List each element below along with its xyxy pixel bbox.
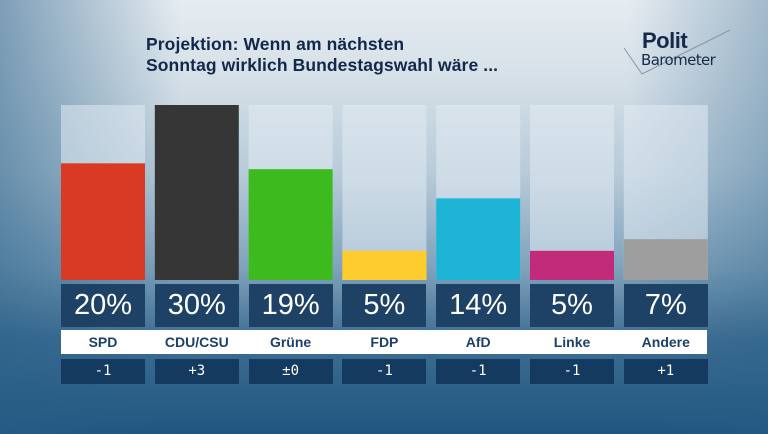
checkmark-icon (623, 29, 731, 75)
logo-word-barometer: Barometer (641, 51, 716, 69)
chart-title-line-2: Sonntag wirklich Bundestagswahl wäre ... (146, 55, 499, 75)
bar-andere (623, 239, 708, 280)
category-label-afd: AfD (465, 334, 491, 350)
value-label-afd: 14% (436, 284, 521, 327)
change-label-spd: -1 (61, 359, 145, 384)
value-label-andere: 7% (623, 284, 708, 327)
category-label-fdp: FDP (370, 334, 399, 350)
change-label-afd: -1 (436, 359, 521, 384)
value-label-spd: 20% (61, 284, 145, 327)
bar-spd (61, 163, 145, 280)
bar-afd (436, 198, 521, 280)
change-label-andere: +1 (623, 359, 708, 384)
logo-word-polit: Polit (642, 28, 688, 53)
value-label-fdp: 5% (342, 284, 427, 327)
category-label-linke: Linke (553, 334, 591, 350)
change-label-fdp: -1 (342, 359, 427, 384)
chart-title: Projektion: Wenn am nächsten Sonntag wir… (146, 34, 498, 76)
party-label-strip (61, 330, 707, 354)
category-label-gr-ne: Grüne (269, 334, 312, 350)
bar-gr-ne (248, 169, 333, 280)
bar-cdu-csu (154, 105, 239, 280)
value-label-linke: 5% (530, 284, 614, 327)
value-label-gr-ne: 19% (248, 284, 333, 327)
change-label-gr-ne: ±0 (248, 359, 333, 384)
category-label-spd: SPD (88, 334, 118, 350)
category-label-cdu-csu: CDU/CSU (164, 334, 229, 350)
bar-linke (530, 250, 614, 280)
change-label-cdu-csu: +3 (154, 359, 239, 384)
change-label-linke: -1 (530, 359, 614, 384)
bar-fdp (342, 250, 427, 280)
category-label-andere: Andere (641, 334, 690, 350)
value-label-cdu-csu: 30% (154, 284, 239, 327)
chart-title-line-1: Projektion: Wenn am nächsten (146, 34, 405, 54)
politbarometer-logo: Polit Barometer (622, 26, 732, 78)
